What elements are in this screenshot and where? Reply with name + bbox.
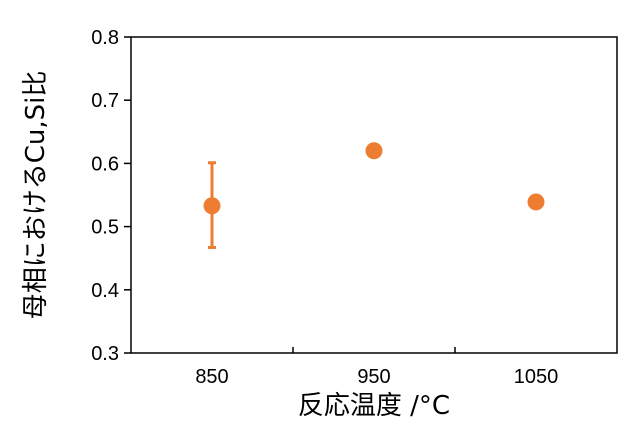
x-axis-ticks: [292, 347, 456, 353]
y-tick-label: 0.4: [91, 280, 119, 302]
data-point: [203, 197, 221, 215]
data-series: [203, 142, 545, 249]
y-axis-ticks: [124, 36, 131, 354]
x-tick-label: 850: [195, 366, 228, 388]
x-tick-label: 950: [357, 366, 390, 388]
y-axis-tick-labels: 0.3 0.4 0.5 0.6 0.7 0.8: [91, 27, 119, 365]
data-point: [365, 142, 383, 160]
plot-area-frame: [130, 36, 618, 354]
y-tick-label: 0.8: [91, 27, 119, 49]
y-tick-label: 0.3: [91, 343, 119, 365]
y-tick-label: 0.7: [91, 90, 119, 112]
data-point: [527, 193, 545, 211]
y-axis-title: 母相におけるCu,Si比: [21, 71, 51, 320]
x-tick-label: 1050: [514, 366, 559, 388]
x-axis-tick-labels: 850 950 1050: [195, 366, 558, 388]
y-tick-label: 0.6: [91, 153, 119, 175]
y-tick-label: 0.5: [91, 217, 119, 239]
x-axis-title: 反応温度 /°C: [298, 391, 450, 421]
